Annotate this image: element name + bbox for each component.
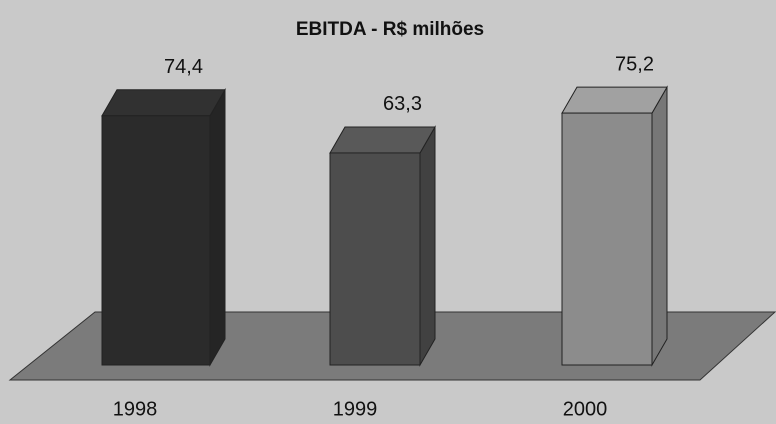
bar-top bbox=[329, 126, 436, 154]
bar-side bbox=[209, 87, 226, 367]
x-tick-label: 1998 bbox=[113, 398, 158, 420]
x-tick-label: 2000 bbox=[563, 398, 608, 420]
bar-side bbox=[651, 85, 668, 367]
x-tick-label: 1999 bbox=[333, 398, 378, 420]
bar bbox=[101, 115, 211, 366]
value-label: 75,2 bbox=[615, 53, 654, 75]
bar bbox=[329, 152, 421, 366]
bar-top bbox=[101, 89, 226, 117]
chart-title: EBITDA - R$ milhões bbox=[296, 19, 484, 40]
bar-top bbox=[561, 86, 668, 114]
value-label: 63,3 bbox=[383, 93, 422, 115]
bar bbox=[561, 112, 653, 366]
value-label: 74,4 bbox=[164, 56, 203, 78]
bar-side bbox=[419, 125, 436, 367]
